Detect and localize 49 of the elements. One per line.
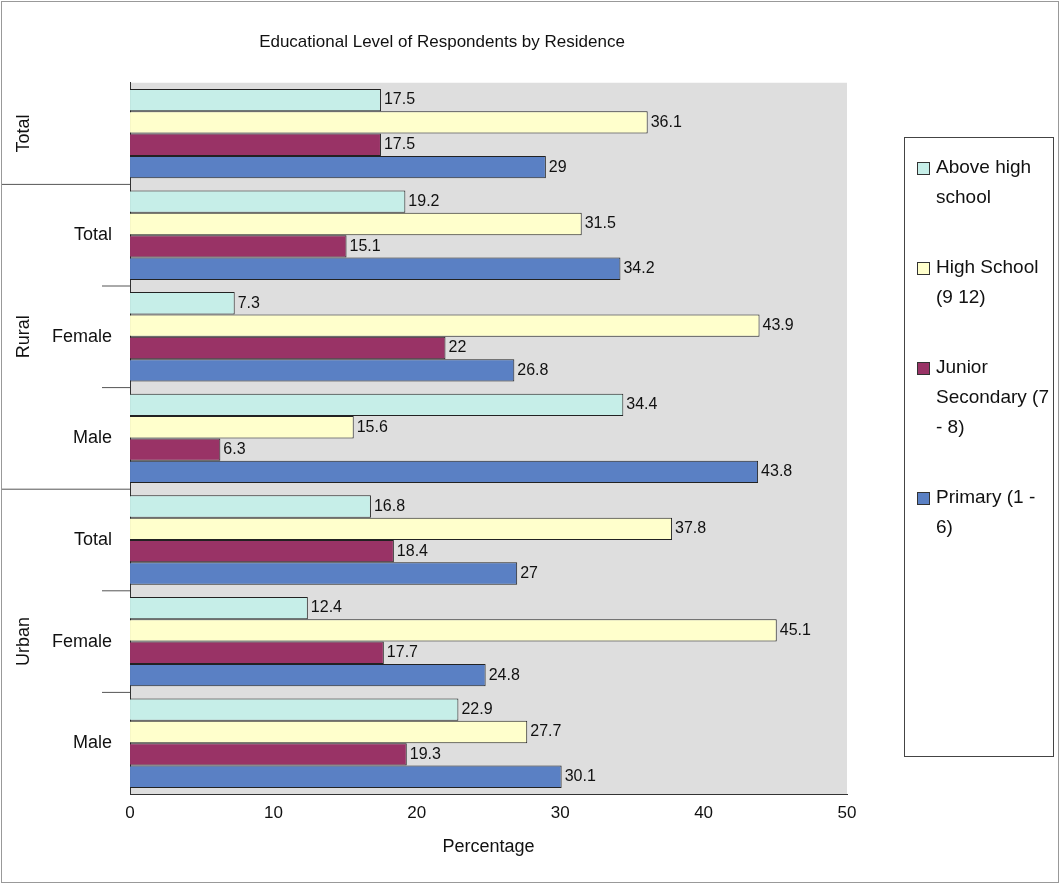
data-label: 19.2 [408,192,440,210]
data-label: 22.9 [461,700,493,718]
data-label: 27.7 [530,722,562,740]
x-axis-title: Percentage [442,836,535,857]
data-label: 19.3 [409,744,442,762]
data-label: 18.4 [396,541,429,559]
data-label: 17.7 [386,643,419,661]
legend-label: Above high school [936,155,1033,209]
data-label: 24.8 [488,665,520,683]
text: Urban [12,617,33,667]
legend-label: Primary (1 - 6) [936,485,1037,539]
x-tick-label: 50 [837,802,857,822]
y-tick-label: Total [73,224,113,245]
data-label: 30.1 [564,767,596,785]
data-label: 43.8 [761,462,793,480]
text: Rural [12,315,33,359]
y-tick-label: Total [73,528,113,549]
data-label: 6.3 [223,439,246,457]
chart-title: Educational Level of Respondents by Residence [258,32,626,52]
y-tick-label: Female [51,630,113,651]
x-tick-label: 30 [550,802,570,822]
x-tick-label: 10 [263,802,283,822]
data-label: 43.9 [762,316,794,334]
data-label: 34.4 [626,395,658,413]
y-tick-label: Male [73,427,113,448]
data-label: 26.8 [517,360,549,378]
legend-label: High School (9 12) [936,255,1040,309]
data-label: 31.5 [584,214,616,232]
data-label: 7.3 [237,293,261,311]
data-label: 15.1 [349,236,381,254]
legend-label: Junior Secondary (7 - 8) [936,355,1050,439]
data-label: 17.5 [383,90,416,108]
data-label: 17.5 [383,135,416,153]
data-label: 27 [520,563,539,581]
x-tick-label: 20 [407,802,427,822]
data-label: 16.8 [373,496,406,514]
data-label: 29 [548,157,567,175]
data-label: 12.4 [310,598,343,616]
data-label: 45.1 [779,620,811,638]
y-tick-label: Male [73,732,113,753]
y-tick-label: Female [51,325,113,346]
data-label: 34.2 [623,259,655,277]
data-label: 36.1 [650,112,682,130]
data-label: 22 [448,338,467,356]
x-tick-label: 40 [694,802,714,822]
data-label: 37.8 [675,519,707,537]
data-label: 15.6 [356,417,388,435]
text: Total [12,114,33,153]
x-tick-label: 0 [125,802,135,822]
